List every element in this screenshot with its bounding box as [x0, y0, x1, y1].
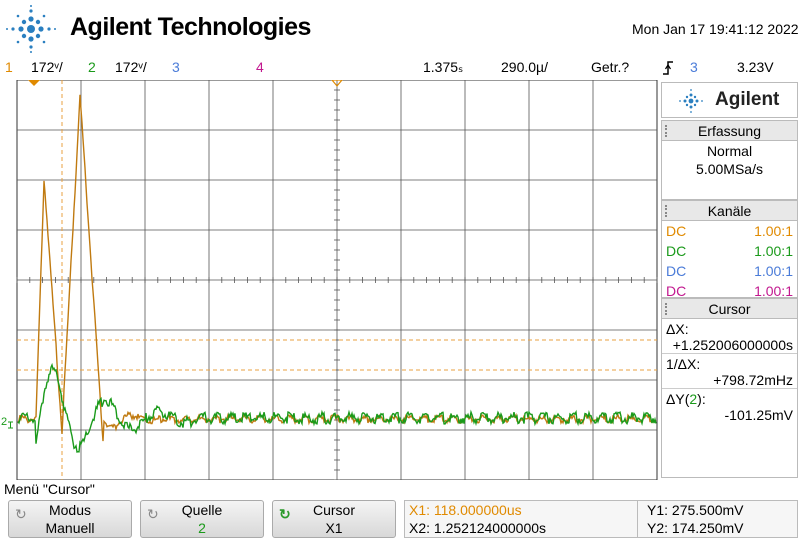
- softkey-quelle[interactable]: ↻ Quelle 2: [140, 500, 264, 538]
- rotate-knob-active-icon: ↻: [279, 506, 291, 522]
- trigger-source[interactable]: 3: [690, 59, 698, 75]
- datetime: Mon Jan 17 19:41:12 2022: [632, 21, 799, 37]
- channel-row-2: DC 1.00:1: [666, 243, 793, 259]
- cursor-box[interactable]: Cursor ΔX: +1.252006000000s 1/ΔX: +798.7…: [661, 298, 798, 478]
- brand-title: Agilent Technologies: [70, 13, 311, 41]
- softkey-quelle-value: 2: [198, 520, 206, 536]
- time-reference-marker: [330, 79, 344, 87]
- cursor-y1-readout: Y1: 275.500mV: [647, 502, 744, 518]
- delta-x-value: +1.252006000000s: [672, 337, 793, 353]
- softkey-cursor-value: X1: [325, 520, 343, 536]
- softkey-modus-title: Modus: [48, 502, 92, 518]
- acquisition-title: Erfassung: [662, 121, 797, 141]
- channel-row-3: DC 1.00:1: [666, 263, 793, 279]
- sample-rate: 5.00MSa/s: [696, 161, 763, 177]
- readout-divider: [637, 501, 638, 537]
- ground-icon: [8, 421, 13, 429]
- softkey-modus-value: Manuell: [45, 520, 95, 536]
- agilent-small-logo-icon: [679, 89, 703, 113]
- trigger-mode[interactable]: Getr.?: [591, 59, 630, 75]
- header: Agilent Technologies: [0, 0, 330, 56]
- cursor-x1-readout: X1: 118.000000us: [409, 502, 522, 518]
- channels-title: Kanäle: [662, 201, 797, 221]
- trigger-position-marker[interactable]: [28, 80, 40, 86]
- rotate-knob-icon: ↻: [15, 506, 27, 522]
- ch1-number[interactable]: 1: [5, 59, 13, 75]
- softkey-quelle-title: Quelle: [181, 502, 223, 518]
- ch2-ground-marker[interactable]: 2: [1, 416, 7, 428]
- graticule-minor-ticks: [16, 79, 658, 481]
- waveform-graticule[interactable]: 2: [0, 79, 659, 481]
- delta-y-label: ΔY(2):: [662, 388, 797, 407]
- trigger-level[interactable]: 3.23V: [737, 59, 774, 75]
- side-logo-box: Agilent: [661, 82, 798, 118]
- channel-row-4: DC 1.00:1: [666, 283, 793, 299]
- cursor-x2-readout: X2: 1.252124000000s: [409, 520, 547, 536]
- ch2-scale[interactable]: 172ᵛ/: [115, 59, 147, 75]
- cursor-title: Cursor: [662, 299, 797, 319]
- cursor-y2-readout: Y2: 174.250mV: [647, 520, 744, 536]
- softkey-cursor[interactable]: ↻ Cursor X1: [272, 500, 396, 538]
- rising-edge-icon: [663, 61, 673, 75]
- acquisition-box[interactable]: Erfassung Normal 5.00MSa/s: [661, 120, 798, 200]
- channels-box[interactable]: Kanäle DC 1.00:1 DC 1.00:1 DC 1.00:1 DC 1.00…: [661, 200, 798, 299]
- channel-row-1: DC 1.00:1: [666, 223, 793, 239]
- ch2-number[interactable]: 2: [88, 59, 96, 75]
- rotate-knob-icon: ↻: [147, 506, 159, 522]
- softkey-modus[interactable]: ↻ Modus Manuell: [8, 500, 132, 538]
- trace-ch2: [17, 362, 657, 453]
- side-panel: Agilent Erfassung Normal 5.00MSa/s Kanäl…: [659, 80, 800, 480]
- delta-x-label: ΔX:: [666, 321, 689, 337]
- softkey-cursor-title: Cursor: [312, 502, 355, 518]
- ch4-number[interactable]: 4: [256, 59, 264, 75]
- ch1-scale[interactable]: 172ᵛ/: [31, 59, 63, 75]
- agilent-spark-logo-icon: [6, 5, 56, 53]
- ch3-number[interactable]: 3: [172, 59, 180, 75]
- side-logo-text: Agilent: [715, 89, 780, 110]
- waveform-display[interactable]: 2: [0, 79, 659, 481]
- menu-label: Menü "Cursor": [4, 481, 95, 497]
- acquisition-mode: Normal: [706, 143, 753, 159]
- inverse-delta-x-value: +798.72mHz: [713, 372, 793, 388]
- time-scale[interactable]: 290.0µ/: [501, 59, 548, 75]
- inverse-delta-x-label: 1/ΔX:: [662, 353, 797, 372]
- measurement-readout: X1: 118.000000us X2: 1.252124000000s Y1:…: [404, 500, 798, 538]
- delta-y-value: -101.25mV: [724, 407, 793, 423]
- time-delay[interactable]: 1.375ₛ: [423, 59, 464, 75]
